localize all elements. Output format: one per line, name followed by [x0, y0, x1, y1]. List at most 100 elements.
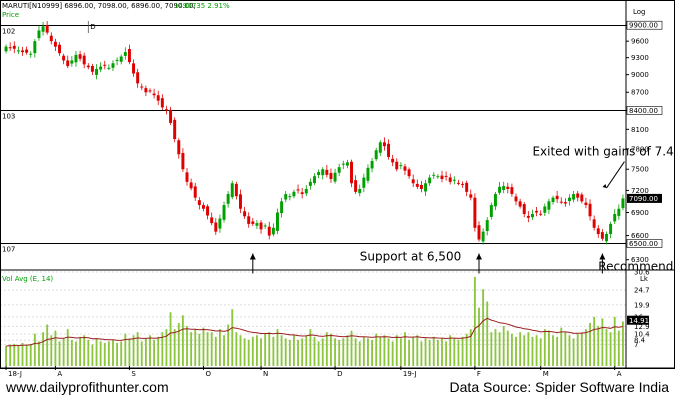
volume-bar [70, 339, 73, 366]
candle-body [45, 25, 49, 33]
candle-body [49, 35, 53, 42]
candle-body [255, 223, 259, 226]
candle-body [152, 93, 156, 96]
candle-body [111, 63, 115, 68]
candle-body [276, 212, 279, 231]
volume-bar [597, 326, 600, 366]
candle-body [218, 218, 222, 229]
price-tick-label: 8100 [631, 126, 649, 134]
candle-body [16, 50, 20, 52]
candle-body [600, 232, 604, 239]
annotation-text: Recommended Here [598, 260, 675, 274]
candle-body [41, 26, 45, 32]
volume-bar [157, 336, 160, 366]
volume-bar [601, 318, 604, 366]
candle-body [514, 196, 518, 202]
volume-bar [87, 339, 90, 366]
x-tick-label: A [617, 370, 622, 378]
last-price-tag [627, 193, 662, 203]
volume-bar [572, 338, 575, 366]
volume-bar [354, 338, 357, 366]
boxed-price-tag [626, 239, 663, 248]
candle-body [8, 47, 12, 49]
volume-bar [128, 338, 131, 366]
volume-bar [420, 341, 423, 366]
candle-body [169, 109, 173, 123]
candle-body [148, 90, 152, 92]
candle-body [605, 233, 608, 242]
volume-bar [305, 335, 308, 366]
candle-body [510, 187, 514, 195]
volume-bar [62, 338, 65, 366]
candle-body [288, 196, 292, 198]
boxed-price-label: 9900.00 [629, 22, 658, 30]
volume-average-line [6, 317, 623, 347]
volume-bar [177, 322, 180, 366]
volume-bar [194, 329, 197, 366]
candle-body [74, 54, 78, 63]
website-footer: www.dailyprofithunter.com [6, 379, 169, 395]
volume-tick-label: 24.7 [634, 287, 650, 295]
volume-bar [543, 329, 546, 366]
volume-bar [239, 335, 242, 366]
volume-bar [301, 338, 304, 366]
volume-bar [17, 345, 20, 366]
volume-bar [473, 276, 476, 366]
candle-body [21, 50, 24, 53]
boxed-price-label: 8400.00 [629, 107, 658, 115]
volume-bar [617, 330, 620, 366]
candle-body [62, 55, 66, 61]
candle-body [317, 172, 321, 175]
volume-bar [535, 335, 538, 366]
candle-body [424, 183, 428, 192]
candle-body [12, 45, 16, 49]
volume-bar [173, 329, 176, 366]
outer-frame [0, 0, 675, 369]
volume-bar [350, 330, 353, 366]
volume-bar [457, 339, 460, 366]
candle-body [522, 204, 526, 215]
candle-body [432, 174, 436, 176]
last-volume-tag [627, 315, 649, 325]
candle-body [222, 205, 226, 220]
candle-body [477, 225, 481, 240]
volume-bar [424, 338, 427, 366]
volume-bar [132, 335, 135, 366]
data-source-footer: Data Source: Spider Software India [449, 379, 669, 395]
candle-body [173, 119, 177, 140]
candle-body [588, 203, 592, 217]
volume-bar [79, 336, 82, 366]
volume-bar [75, 341, 77, 366]
volume-bar [367, 338, 369, 366]
candle-body [259, 222, 263, 230]
volume-bar [585, 329, 587, 366]
volume-bar [568, 335, 571, 366]
x-tick-label: D [337, 370, 342, 378]
volume-bar [321, 338, 324, 366]
candle-body [325, 169, 329, 175]
volume-bar [589, 322, 591, 366]
candle-body [156, 95, 160, 101]
volume-bar [190, 332, 193, 366]
candle-body [300, 192, 304, 195]
x-tick-label: 18-J [8, 370, 22, 378]
candle-body [210, 217, 214, 224]
candle-body [617, 208, 621, 216]
candle-body [321, 169, 325, 176]
volume-bar [91, 344, 94, 366]
exit-arrow-head [602, 184, 607, 189]
candle-body [374, 150, 378, 160]
volume-bar [358, 341, 361, 366]
volume-bar [120, 341, 123, 366]
x-tick-label: O [205, 370, 211, 378]
candle-body [144, 88, 148, 93]
volume-bar [161, 332, 164, 366]
candle-body [333, 172, 337, 182]
candle-body [559, 201, 563, 203]
candle-body [535, 210, 539, 213]
volume-bar [502, 326, 505, 366]
candle-body [567, 197, 571, 202]
candle-body [387, 143, 391, 157]
